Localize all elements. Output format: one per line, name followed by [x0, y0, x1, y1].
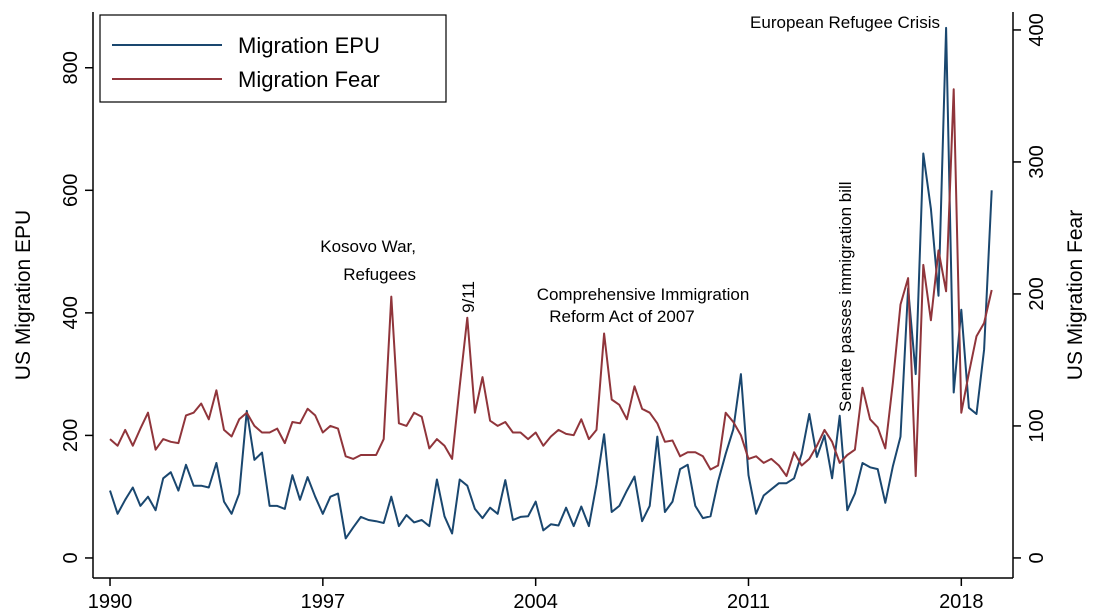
annotation: Kosovo War, — [320, 237, 416, 256]
y-axis-title: US Migration EPU — [12, 210, 35, 380]
y-tick-label: 800 — [60, 51, 82, 84]
annotation: Comprehensive Immigration — [537, 285, 750, 304]
annotation: Refugees — [343, 265, 416, 284]
y2-tick-label: 200 — [1026, 277, 1048, 310]
y-tick-label: 400 — [60, 296, 82, 329]
x-tick-label: 1990 — [88, 591, 133, 611]
annotation: Reform Act of 2007 — [549, 307, 695, 326]
x-tick-label: 2011 — [727, 591, 770, 611]
series-line — [109, 88, 993, 478]
legend-box — [99, 14, 447, 103]
y2-tick-label: 400 — [1026, 13, 1048, 46]
annotation: European Refugee Crisis — [750, 13, 940, 32]
y-tick-label: 200 — [60, 419, 82, 452]
x-tick-label: 1997 — [301, 591, 346, 611]
y-tick-label: 600 — [60, 174, 82, 207]
y2-axis-title: US Migration Fear — [1064, 210, 1087, 380]
legend-label: Migration EPU — [238, 33, 380, 58]
x-tick-label: 2018 — [939, 591, 984, 611]
y2-tick-label: 0 — [1026, 552, 1048, 563]
y2-tick-label: 100 — [1026, 409, 1048, 442]
legend-label: Migration Fear — [238, 67, 380, 92]
series-line — [109, 26, 993, 540]
y-tick-label: 0 — [60, 552, 82, 563]
annotation: Senate passes immigration bill — [836, 181, 855, 412]
annotation: 9/11 — [459, 281, 478, 313]
x-tick-label: 2004 — [513, 591, 558, 611]
y2-tick-label: 300 — [1026, 145, 1048, 178]
